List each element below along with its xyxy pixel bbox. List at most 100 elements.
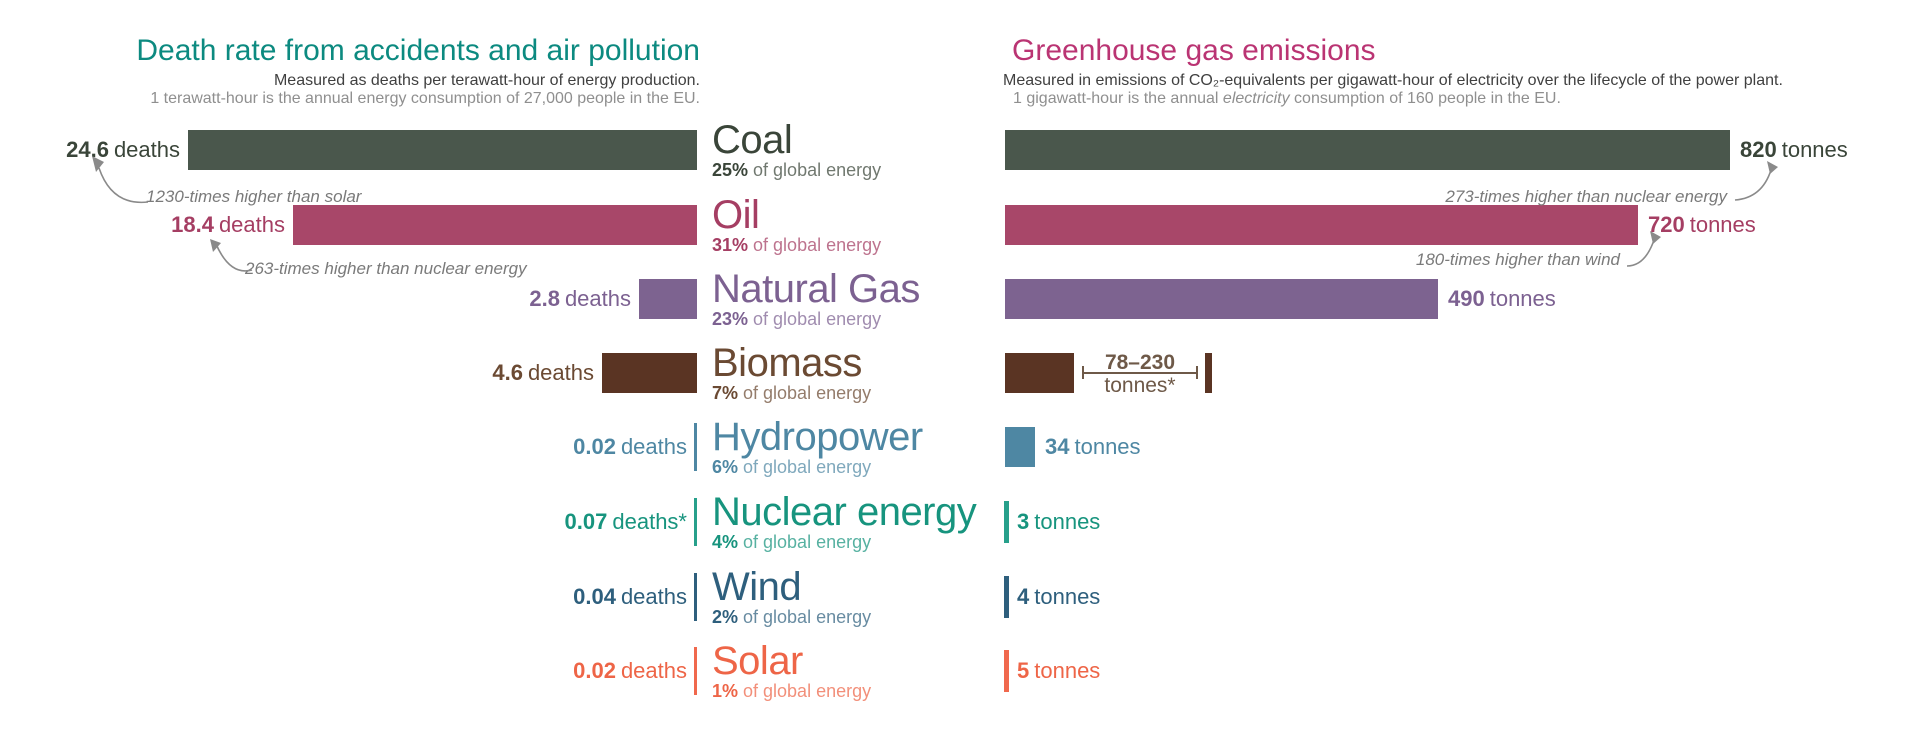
hydro-death-bar xyxy=(694,423,697,471)
category-name: Solar xyxy=(712,639,803,683)
annotation-coal-vs-solar: 1230-times higher than solar xyxy=(146,187,362,206)
share-percent: 6% xyxy=(712,457,739,477)
share-suffix: of global energy xyxy=(753,235,882,255)
solar-category-label: Solar 1% of global energy xyxy=(712,640,871,701)
value-number: 2.8 xyxy=(529,286,560,311)
biomass-range-unit: tonnes* xyxy=(1104,374,1176,397)
solar-death-bar xyxy=(694,647,697,695)
wind-death-bar xyxy=(694,573,697,621)
subtitle-note-italic: electricity xyxy=(1222,90,1290,107)
subtitle-note-text: 1 gigawatt-hour is the annual xyxy=(1013,90,1223,107)
biomass-death-value: 4.6 deaths xyxy=(444,359,594,387)
wind-death-value: 0.04 deaths xyxy=(537,583,687,611)
oil-emissions-value: 720 tonnes xyxy=(1648,211,1756,239)
coal-death-value: 24.6 deaths xyxy=(30,136,180,164)
coal-share-label: 25% of global energy xyxy=(712,161,881,180)
share-percent: 31% xyxy=(712,235,749,255)
value-number: 490 xyxy=(1448,286,1485,311)
biomass-range-label: 78–230 xyxy=(1104,351,1176,374)
death-chart-title: Death rate from accidents and air pollut… xyxy=(136,34,700,67)
share-suffix: of global energy xyxy=(743,681,872,701)
share-percent: 4% xyxy=(712,532,739,552)
oil-emissions-bar xyxy=(1005,205,1638,245)
biomass-range-cap-right xyxy=(1196,366,1198,379)
solar-death-value: 0.02 deaths xyxy=(537,657,687,685)
value-unit: tonnes xyxy=(1034,658,1101,683)
share-suffix: of global energy xyxy=(743,457,872,477)
oil-death-value: 18.4 deaths xyxy=(135,211,285,239)
coal-emissions-value: 820 tonnes xyxy=(1740,136,1848,164)
wind-emissions-value: 4 tonnes xyxy=(1017,583,1100,611)
value-number: 5 xyxy=(1017,658,1030,683)
value-number: 34 xyxy=(1045,434,1070,459)
biomass-emissions-bar-high xyxy=(1205,353,1212,393)
curved-arrow-icon xyxy=(92,156,149,204)
value-unit: deaths xyxy=(620,434,687,459)
subtitle-note-text: consumption of 160 people in the EU. xyxy=(1289,90,1561,107)
share-suffix: of global energy xyxy=(743,383,872,403)
category-name: Wind xyxy=(712,565,802,609)
value-unit: deaths xyxy=(113,137,180,162)
biomass-emissions-bar-low xyxy=(1005,353,1074,393)
annotation-oil-vs-wind: 180-times higher than wind xyxy=(1415,250,1620,269)
value-unit: tonnes xyxy=(1489,286,1556,311)
value-number: 3 xyxy=(1017,509,1030,534)
share-suffix: of global energy xyxy=(743,607,872,627)
value-number: 4 xyxy=(1017,584,1030,609)
value-number: 24.6 xyxy=(66,137,109,162)
hydro-death-value: 0.02 deaths xyxy=(537,433,687,461)
biomass-category-label: Biomass 7% of global energy xyxy=(712,342,871,403)
biomass-death-bar xyxy=(602,353,697,393)
category-name: Biomass xyxy=(712,341,862,385)
category-name: Oil xyxy=(712,193,760,237)
gas-death-value: 2.8 deaths xyxy=(481,285,631,313)
biomass-range-cap-left xyxy=(1082,366,1084,379)
value-number: 0.07 xyxy=(564,509,608,534)
coal-category-label: Coal 25% of global energy xyxy=(712,119,881,180)
nuclear-emissions-bar xyxy=(1004,501,1009,543)
value-number: 18.4 xyxy=(171,212,214,237)
death-chart-subtitle-note: 1 terawatt-hour is the annual energy con… xyxy=(150,90,700,107)
share-percent: 1% xyxy=(712,681,739,701)
nuclear-category-label: Nuclear energy 4% of global energy xyxy=(712,490,977,552)
nuclear-share-label: 4% of global energy xyxy=(712,533,976,552)
emissions-chart-title: Greenhouse gas emissions xyxy=(1012,34,1376,67)
share-percent: 23% xyxy=(712,309,749,329)
wind-emissions-bar xyxy=(1004,576,1009,618)
annotation-oil-vs-nuclear: 263-times higher than nuclear energy xyxy=(245,259,527,278)
hydro-emissions-value: 34 tonnes xyxy=(1045,433,1141,461)
biomass-share-label: 7% of global energy xyxy=(712,384,871,403)
curved-arrow-icon xyxy=(210,239,253,272)
coal-emissions-bar xyxy=(1005,130,1730,170)
death-chart-subtitle: Measured as deaths per terawatt-hour of … xyxy=(273,72,700,89)
gas-emissions-value: 490 tonnes xyxy=(1448,285,1556,313)
gas-share-label: 23% of global energy xyxy=(712,310,920,329)
share-percent: 2% xyxy=(712,607,739,627)
wind-category-label: Wind 2% of global energy xyxy=(712,566,871,627)
share-suffix: of global energy xyxy=(743,532,872,552)
share-suffix: of global energy xyxy=(753,160,882,180)
value-unit: deaths xyxy=(620,584,687,609)
solar-emissions-value: 5 tonnes xyxy=(1017,657,1100,685)
value-number: 820 xyxy=(1740,137,1777,162)
solar-emissions-bar xyxy=(1004,650,1009,692)
value-unit: deaths xyxy=(527,360,594,385)
hydro-emissions-bar xyxy=(1005,427,1035,467)
oil-category-label: Oil 31% of global energy xyxy=(712,194,881,255)
value-number: 720 xyxy=(1648,212,1685,237)
value-unit: tonnes xyxy=(1781,137,1848,162)
emissions-chart-subtitle: Measured in emissions of CO₂-equivalents… xyxy=(1003,72,1783,89)
emissions-chart-subtitle-note: 1 gigawatt-hour is the annual electricit… xyxy=(1013,90,1561,108)
coal-death-bar xyxy=(188,130,697,170)
wind-share-label: 2% of global energy xyxy=(712,608,871,627)
gas-emissions-bar xyxy=(1005,279,1438,319)
oil-death-bar xyxy=(293,205,697,245)
value-unit: tonnes xyxy=(1034,584,1101,609)
share-percent: 25% xyxy=(712,160,749,180)
value-number: 0.04 xyxy=(573,584,616,609)
category-name: Nuclear energy xyxy=(712,490,977,534)
value-number: 0.02 xyxy=(573,658,616,683)
hydro-share-label: 6% of global energy xyxy=(712,458,923,477)
biomass-range-line xyxy=(1082,372,1198,374)
